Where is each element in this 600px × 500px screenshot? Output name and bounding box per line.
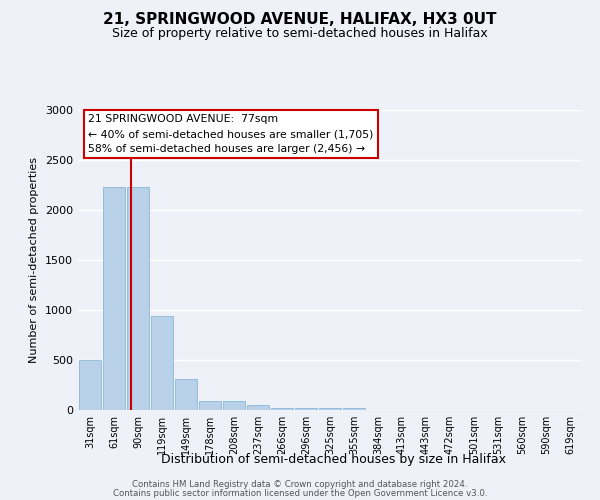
- Bar: [271, 408, 293, 410]
- Text: 21 SPRINGWOOD AVENUE:  77sqm
← 40% of semi-detached houses are smaller (1,705)
5: 21 SPRINGWOOD AVENUE: 77sqm ← 40% of sem…: [88, 114, 373, 154]
- Bar: [247, 405, 269, 410]
- Bar: [319, 408, 341, 410]
- Y-axis label: Number of semi-detached properties: Number of semi-detached properties: [29, 157, 40, 363]
- Bar: [127, 187, 149, 410]
- Text: Contains HM Land Registry data © Crown copyright and database right 2024.: Contains HM Land Registry data © Crown c…: [132, 480, 468, 489]
- Bar: [295, 408, 317, 410]
- Bar: [343, 408, 365, 410]
- Bar: [79, 360, 101, 410]
- Bar: [175, 379, 197, 410]
- Text: 21, SPRINGWOOD AVENUE, HALIFAX, HX3 0UT: 21, SPRINGWOOD AVENUE, HALIFAX, HX3 0UT: [103, 12, 497, 28]
- Bar: [151, 316, 173, 410]
- Text: Size of property relative to semi-detached houses in Halifax: Size of property relative to semi-detach…: [112, 28, 488, 40]
- Text: Contains public sector information licensed under the Open Government Licence v3: Contains public sector information licen…: [113, 489, 487, 498]
- Bar: [223, 401, 245, 410]
- Bar: [199, 401, 221, 410]
- Bar: [103, 187, 125, 410]
- Text: Distribution of semi-detached houses by size in Halifax: Distribution of semi-detached houses by …: [161, 452, 506, 466]
